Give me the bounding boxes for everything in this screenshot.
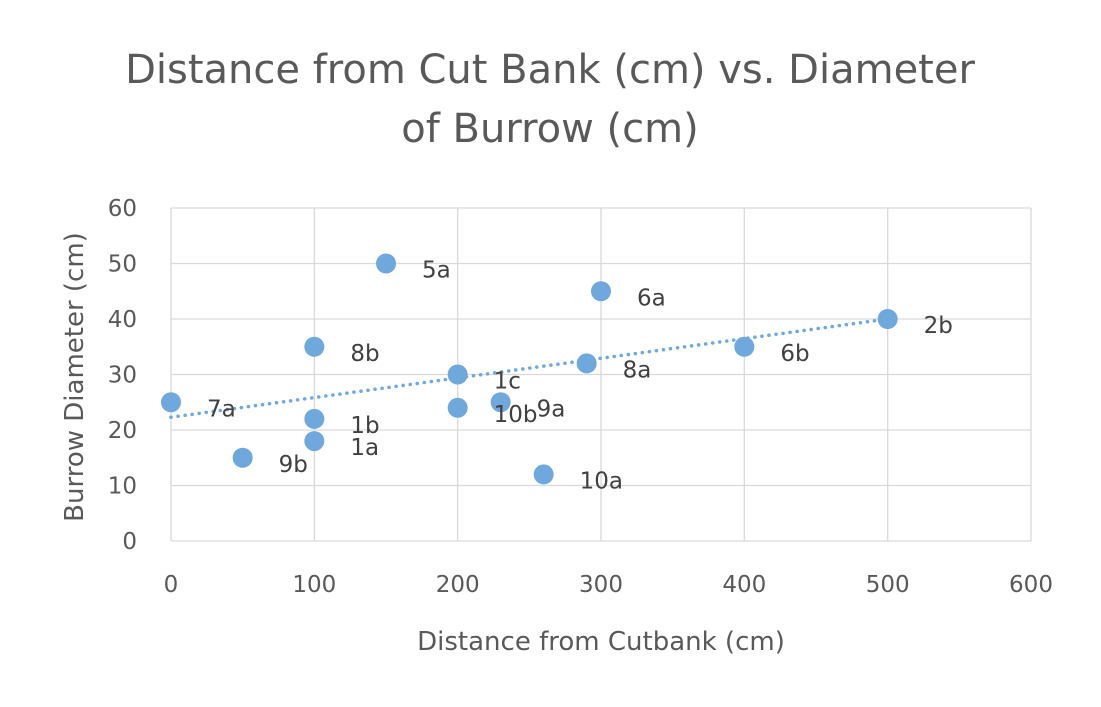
- data-label-6a: 6a: [637, 285, 666, 311]
- y-tick-label-10: 10: [108, 474, 137, 500]
- data-label-10a: 10a: [580, 468, 623, 494]
- data-label-1b: 1b: [350, 413, 379, 439]
- y-tick-label-0: 0: [122, 529, 137, 555]
- data-label-7a: 7a: [207, 396, 236, 422]
- y-tick-label-40: 40: [108, 307, 137, 333]
- data-point-6a: [591, 281, 611, 302]
- data-label-9a: 9a: [537, 396, 566, 422]
- data-point-7a: [161, 392, 181, 413]
- data-label-2b: 2b: [924, 313, 953, 339]
- x-tick-label-300: 300: [579, 572, 623, 598]
- data-point-5a: [376, 253, 396, 274]
- data-label-5a: 5a: [422, 258, 451, 284]
- x-tick-label-400: 400: [722, 572, 766, 598]
- x-tick-label-100: 100: [292, 572, 336, 598]
- x-axis-title: Distance from Cutbank (cm): [417, 627, 785, 657]
- y-tick-label-20: 20: [108, 418, 137, 444]
- data-point-10b: [447, 397, 468, 418]
- y-tick-label-50: 50: [108, 252, 137, 278]
- y-tick-label-30: 30: [108, 363, 137, 389]
- trendline-group: [169, 317, 890, 419]
- data-point-8b: [304, 336, 325, 357]
- data-label-1c: 1c: [494, 369, 521, 395]
- data-point-6b: [734, 336, 755, 357]
- data-label-9b: 9b: [279, 452, 308, 478]
- y-axis-title: Burrow Diameter (cm): [60, 232, 90, 522]
- trendline: [169, 317, 890, 419]
- data-points: [161, 253, 898, 485]
- data-point-1b: [304, 408, 325, 429]
- data-point-9b: [232, 447, 253, 468]
- data-point-10a: [533, 464, 554, 485]
- chart-title-line-1: Distance from Cut Bank (cm) vs. Diameter: [125, 47, 975, 93]
- y-tick-label-60: 60: [108, 196, 137, 222]
- data-point-1a: [304, 431, 325, 452]
- x-tick-label-600: 600: [1009, 572, 1053, 598]
- data-point-1c: [447, 364, 468, 385]
- x-tick-label-200: 200: [436, 572, 480, 598]
- data-label-10b: 10b: [494, 402, 538, 428]
- data-label-8b: 8b: [350, 341, 379, 367]
- data-label-8a: 8a: [623, 357, 652, 383]
- data-label-6b: 6b: [780, 341, 809, 367]
- data-label-1a: 1a: [350, 435, 379, 461]
- data-point-9a: [490, 392, 511, 413]
- x-tick-label-500: 500: [866, 572, 910, 598]
- data-point-2b: [877, 309, 898, 329]
- gridlines: [170, 207, 1032, 542]
- data-point-8a: [576, 353, 597, 374]
- chart-title-line-2: of Burrow (cm): [401, 106, 698, 152]
- x-tick-label-0: 0: [164, 572, 179, 598]
